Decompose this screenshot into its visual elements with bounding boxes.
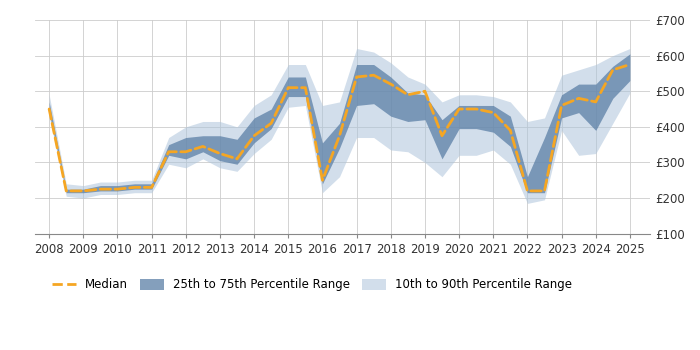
Legend: Median, 25th to 75th Percentile Range, 10th to 90th Percentile Range: Median, 25th to 75th Percentile Range, 1… bbox=[48, 274, 577, 296]
